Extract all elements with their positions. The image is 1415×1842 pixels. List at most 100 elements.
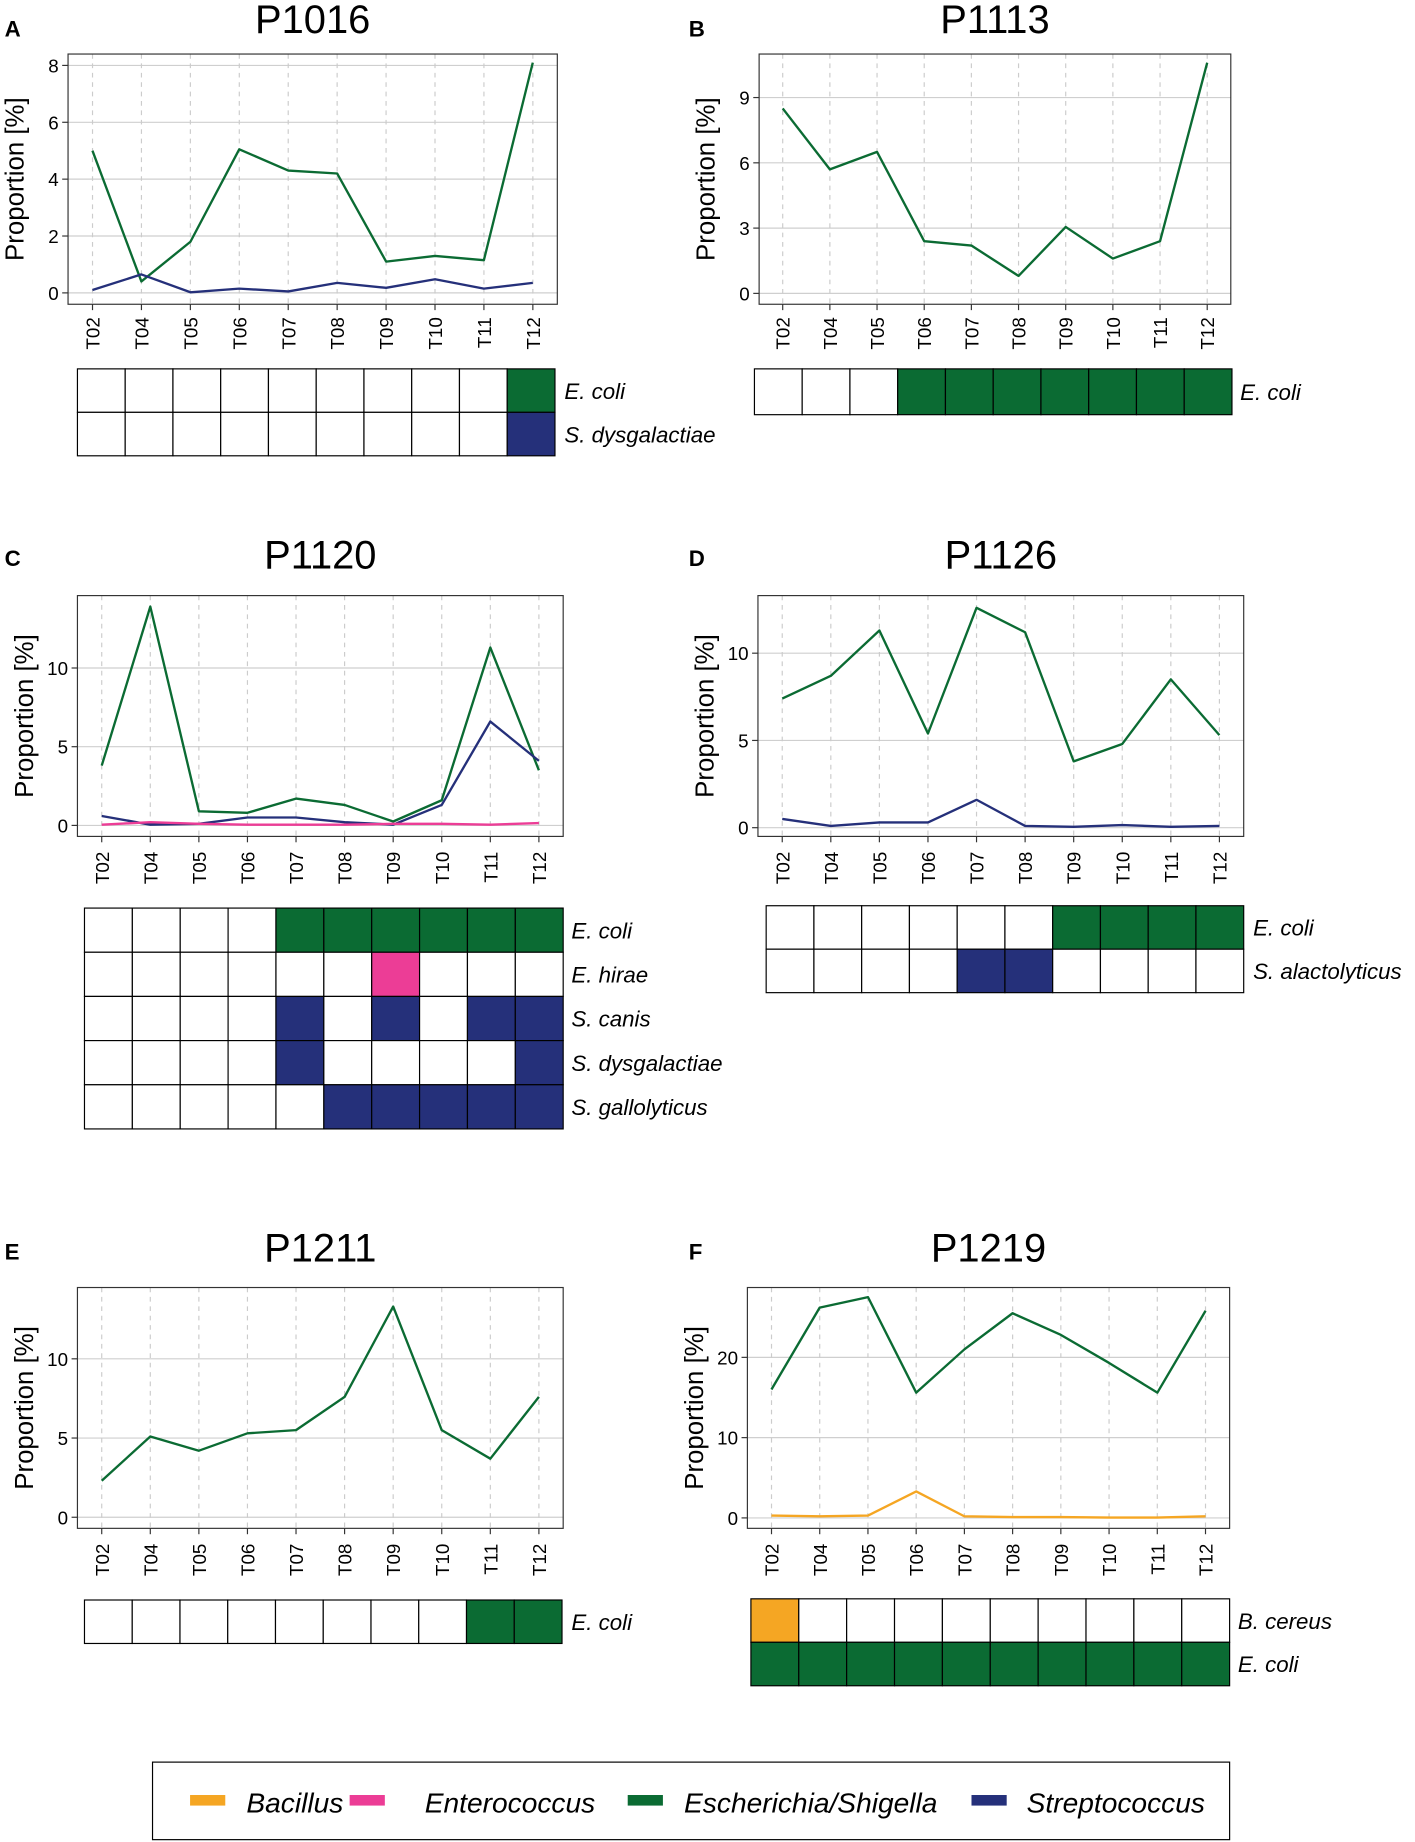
x-tick-label: T11 [474,317,495,348]
legend-label: Streptococcus [1027,1787,1205,1819]
heatmap-cell [220,411,270,457]
plot-frame [746,1286,1231,1529]
heatmap-cell [513,1599,563,1645]
y-tick-label: 20 [717,1347,738,1368]
heatmap-cell [514,907,564,953]
x-tick-label: T02 [773,317,794,349]
heatmap-cell [750,1598,800,1643]
heatmap-cell [179,995,229,1042]
heatmap-cell [371,951,421,998]
panel-c: C P1120 0 5 10 Proportion [%] T02 T04 T05 T06 T07 T… [5,534,723,1130]
x-tick-label: T09 [383,1544,404,1576]
x-tick-label: T04 [131,317,152,349]
heatmap: B. cereus E. coli [750,1598,1332,1687]
x-tick-label: T02 [92,852,113,884]
heatmap-cell [897,368,947,416]
heatmap-cell [908,948,958,994]
heatmap: E. coli [83,1599,633,1645]
heatmap-cell [861,905,911,950]
heatmap-cell [514,1040,564,1086]
heatmap: E. coli S. alactolyticus [765,905,1402,994]
heatmap-cell [1147,948,1197,994]
heatmap-cell [861,948,911,994]
x-tick-label: T11 [1161,852,1182,883]
heatmap-cell [274,1599,324,1645]
heatmap-cell [893,1598,943,1643]
x-tick-label: T12 [529,852,550,884]
heatmap-cell [172,411,222,457]
species-label: B. cereus [1238,1609,1332,1634]
heatmap-cell [458,368,508,413]
heatmap-cell [465,1599,515,1645]
y-tick-label: 6 [739,153,749,174]
heatmap-cell [411,411,461,457]
y-tick-label: 2 [48,226,58,247]
panel-a: A P1016 0 2 4 6 8 Proportion [%] T02 T04 T05 T06 T07… [1,0,715,457]
panel-label: C [5,546,21,571]
heatmap: E. coli S. dysgalactiae [76,368,715,457]
heatmap-cell [1085,1641,1135,1687]
heatmap-cell [371,1084,421,1130]
chart-title: P1016 [255,0,370,42]
heatmap-cell [1181,1598,1231,1643]
x-tick-label: T09 [1056,317,1077,349]
heatmap-cell [813,948,863,994]
heatmap-cell [813,905,863,950]
x-tick-label: T02 [92,1544,113,1576]
y-tick-label: 0 [58,815,68,836]
heatmap-cell [131,951,181,998]
x-tick-label: T07 [278,317,299,349]
heatmap-cell [76,411,126,457]
x-tick-label: T08 [335,1544,356,1576]
heatmap-cell [1040,368,1090,416]
y-axis-label: Proportion [%] [691,634,719,798]
heatmap-cell [323,1084,373,1130]
species-label: E. coli [1238,1652,1300,1677]
x-tick-label: T10 [1103,317,1124,349]
heatmap-cell [323,951,373,998]
heatmap-cell [227,951,277,998]
x-tick-label: T06 [237,1544,258,1576]
heatmap-cell [131,1599,181,1645]
x-tick-label: T05 [867,317,888,349]
series-line-escherichia-shigella [770,1295,1207,1394]
y-tick-label: 10 [47,658,68,679]
heatmap-cell [941,1641,991,1687]
x-tick-label: T07 [954,1544,975,1576]
heatmap-cell [418,1084,469,1130]
heatmap-cell [514,995,564,1042]
heatmap-cell [893,1641,943,1687]
heatmap-cell [131,1040,181,1086]
heatmap-cell [418,951,469,998]
plot-frame [757,595,1245,838]
species-label: S. dysgalactiae [571,1051,722,1076]
heatmap-cell [371,1040,421,1086]
chart-title: P1113 [940,0,1049,42]
heatmap-cell [1099,948,1149,994]
y-tick-label: 3 [739,218,749,239]
y-axis-label: Proportion [%] [11,634,39,798]
heatmap-cell [411,368,461,413]
x-tick-label: T09 [383,852,404,884]
heatmap-cell [750,1641,800,1687]
x-tick-label: T09 [376,317,397,349]
heatmap-cell [1133,1598,1183,1643]
x-tick-label: T11 [1147,1544,1168,1575]
y-tick-label: 4 [48,169,58,190]
heatmap-cell [989,1641,1039,1687]
y-tick-label: 5 [58,1428,68,1449]
heatmap-cell [83,1040,133,1086]
x-tick-label: T07 [961,317,982,349]
legend-swatch [349,1795,385,1806]
heatmap-cell [514,1084,564,1130]
y-axis-label: Proportion [%] [693,97,721,261]
heatmap-cell [1181,1641,1231,1687]
x-tick-label: T05 [869,852,890,884]
y-tick-label: 10 [728,643,749,664]
heatmap-cell [1052,905,1102,950]
heatmap-cell [83,1084,133,1130]
heatmap-cell [83,1599,133,1645]
x-tick-label: T02 [772,852,793,884]
x-tick-label: T06 [229,317,250,349]
